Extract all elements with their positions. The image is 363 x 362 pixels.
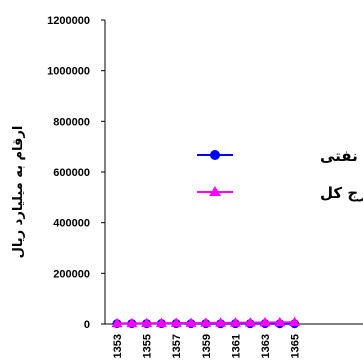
x-tick-label: 1353: [112, 334, 124, 358]
y-tick-label: 800000: [53, 116, 90, 128]
x-tick-label: 1361: [230, 334, 242, 358]
data-point-triangle: [185, 317, 197, 327]
legend-marker-triangle: [209, 186, 221, 196]
legend-label: درآمدهای نفتی: [320, 147, 363, 165]
y-tick-label: 0: [84, 319, 90, 331]
data-point-triangle: [170, 317, 182, 327]
x-tick-label: 1357: [171, 334, 183, 358]
data-point-triangle: [126, 317, 138, 328]
y-tick-label: 200000: [53, 268, 90, 280]
data-point-triangle: [155, 317, 167, 327]
legend-marker-circle: [210, 150, 220, 160]
data-point-triangle: [200, 317, 212, 327]
data-point-triangle: [229, 317, 241, 327]
x-tick-label: 1359: [201, 334, 213, 358]
y-tick-label: 400000: [53, 218, 90, 230]
data-point-triangle: [259, 316, 271, 327]
data-point-triangle: [111, 317, 123, 328]
x-tick-label: 1365: [290, 334, 302, 358]
x-tick-label: 1363: [260, 334, 272, 358]
legend-label: مخارج کل: [320, 184, 363, 202]
data-point-triangle: [244, 317, 256, 327]
x-tick-label: 1355: [142, 334, 154, 358]
data-point-triangle: [141, 317, 153, 328]
data-point-triangle: [289, 316, 301, 327]
data-point-triangle: [215, 317, 227, 327]
y-axis-title: ارقام به میلیارد ریال: [11, 126, 26, 259]
data-point-triangle: [274, 316, 286, 327]
y-tick-label: 1000000: [47, 66, 90, 78]
y-tick-label: 600000: [53, 167, 90, 179]
y-tick-label: 1200000: [47, 15, 90, 27]
